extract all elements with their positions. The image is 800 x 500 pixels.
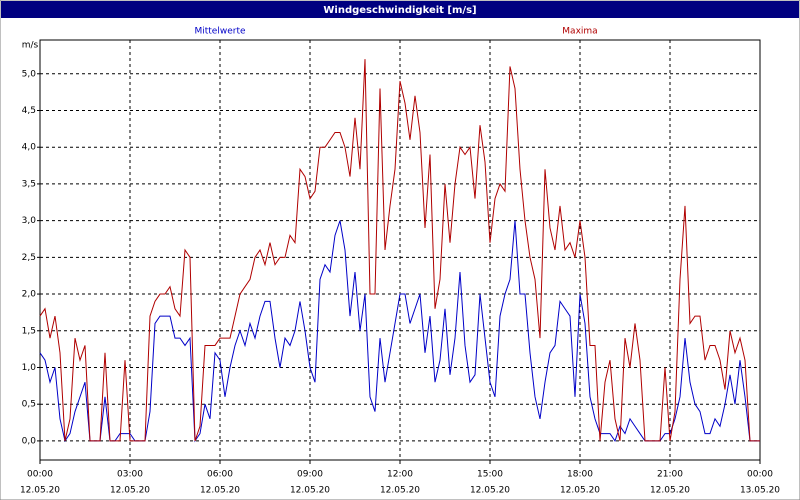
x-tick-date: 12.05.20 [20, 486, 60, 496]
x-tick-date: 12.05.20 [560, 486, 600, 496]
x-tick-label: 12:00 [387, 470, 413, 480]
x-tick-date: 12.05.20 [110, 486, 150, 496]
x-tick-label: 18:00 [567, 470, 593, 480]
x-tick-date: 12.05.20 [470, 486, 510, 496]
x-tick-date: 13.05.20 [740, 486, 780, 496]
x-tick-label: 00:00 [747, 470, 773, 480]
legend-entry: Maxima [562, 27, 597, 37]
y-tick-label: 2,0 [22, 290, 37, 300]
y-tick-label: 0,0 [22, 436, 37, 446]
series-line [39, 59, 760, 442]
x-tick-date: 12.05.20 [650, 486, 690, 496]
y-tick-label: 4,5 [22, 106, 36, 116]
x-tick-label: 00:00 [27, 470, 53, 480]
x-tick-label: 06:00 [207, 470, 233, 480]
x-tick-label: 09:00 [297, 470, 323, 480]
title-bar [1, 1, 799, 18]
x-tick-label: 21:00 [657, 470, 683, 480]
x-tick-date: 12.05.20 [380, 486, 420, 496]
y-axis-label: m/s [22, 41, 39, 51]
y-tick-label: 0,5 [22, 400, 36, 410]
x-tick-label: 03:00 [117, 470, 143, 480]
chart-title: Windgeschwindigkeit [m/s] [323, 5, 476, 16]
x-tick-label: 15:00 [477, 470, 503, 480]
y-tick-label: 1,5 [22, 326, 36, 336]
x-tick-date: 12.05.20 [290, 486, 330, 496]
y-tick-label: 4,0 [22, 143, 37, 153]
y-tick-label: 5,0 [22, 69, 37, 79]
y-tick-label: 2,5 [22, 253, 36, 263]
legend-entry: Mittelwerte [194, 27, 245, 37]
series-line [39, 220, 760, 443]
y-tick-label: 3,0 [22, 216, 37, 226]
x-tick-date: 12.05.20 [200, 486, 240, 496]
y-tick-label: 1,0 [22, 363, 37, 373]
y-tick-label: 3,5 [22, 179, 36, 189]
